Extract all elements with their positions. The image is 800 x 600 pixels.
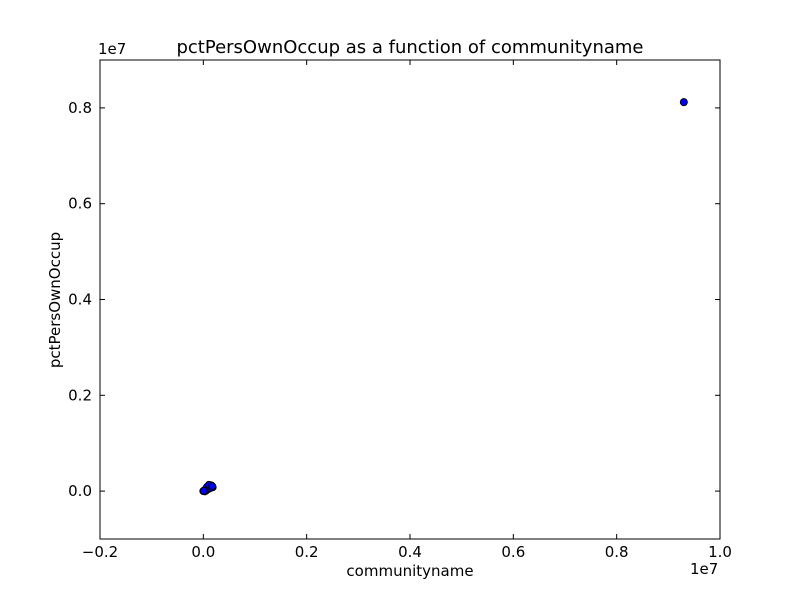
scatter-point bbox=[208, 482, 217, 491]
x-axis-label: communityname bbox=[346, 562, 473, 580]
y-tick-label: 0.4 bbox=[68, 291, 92, 309]
x-tick-label: 1.0 bbox=[708, 543, 732, 561]
x-tick-label: 0.0 bbox=[191, 543, 215, 561]
y-tick-label: 0.2 bbox=[68, 386, 92, 404]
y-tick-label: 0.0 bbox=[68, 482, 92, 500]
y-offset-label: 1e7 bbox=[98, 40, 126, 58]
x-tick-label: 0.6 bbox=[501, 543, 525, 561]
data-points bbox=[199, 98, 688, 496]
axis-ticks: −0.2 0.0 0.2 0.4 0.6 0.8 1.0 0.0 0.2 0.4 0.6 0.8 bbox=[68, 60, 732, 561]
x-offset-label: 1e7 bbox=[690, 560, 718, 578]
y-axis-label: pctPersOwnOccup bbox=[46, 232, 64, 368]
scatter-point bbox=[679, 98, 688, 107]
y-tick-label: 0.8 bbox=[68, 99, 92, 117]
y-tick-label: 0.6 bbox=[68, 195, 92, 213]
x-tick-label: 0.2 bbox=[295, 543, 319, 561]
x-tick-label: 0.8 bbox=[605, 543, 629, 561]
chart-title: pctPersOwnOccup as a function of communi… bbox=[176, 37, 643, 58]
x-tick-label: −0.2 bbox=[82, 543, 118, 561]
plot-area bbox=[99, 59, 721, 540]
scatter-point bbox=[199, 486, 208, 495]
x-tick-label: 0.4 bbox=[398, 543, 422, 561]
